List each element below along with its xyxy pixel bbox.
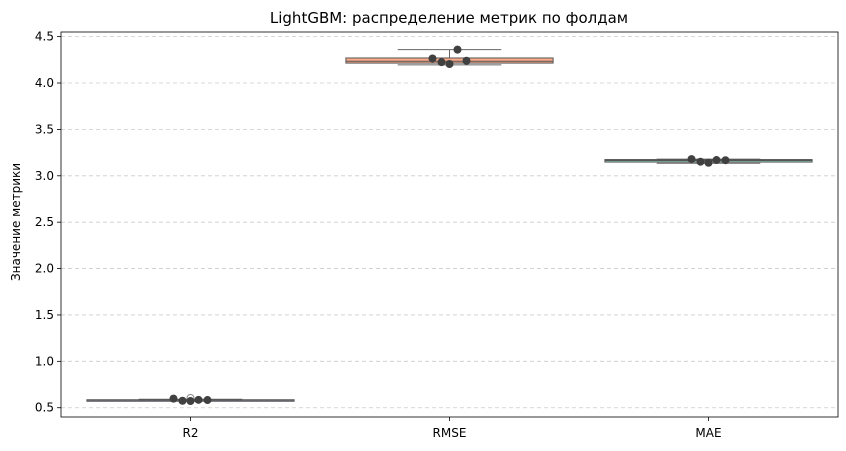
data-point bbox=[721, 156, 730, 165]
data-point bbox=[453, 45, 462, 54]
boxes-layer bbox=[86, 49, 813, 402]
y-tick-label: 1.5 bbox=[35, 308, 54, 322]
points-layer bbox=[169, 45, 730, 406]
data-point bbox=[169, 394, 178, 403]
y-tick-label: 3.0 bbox=[35, 169, 54, 183]
y-tick-label: 4.0 bbox=[35, 76, 54, 90]
x-tick-label: RMSE bbox=[433, 426, 467, 440]
y-tick-label: 1.0 bbox=[35, 354, 54, 368]
axes-layer: 0.5 1.0 1.5 2.0 2.5 3.0 3.5 4.0 4.5 R2 RMSE MAE bbox=[35, 30, 839, 440]
plot-frame bbox=[60, 31, 839, 418]
y-tick-label: 0.5 bbox=[35, 401, 54, 415]
data-point bbox=[203, 396, 212, 405]
data-point bbox=[445, 60, 454, 69]
data-point bbox=[178, 396, 187, 405]
data-point bbox=[687, 155, 696, 164]
y-tick-label: 2.5 bbox=[35, 215, 54, 229]
data-point bbox=[186, 397, 195, 406]
data-point bbox=[704, 158, 713, 167]
y-tick-label: 4.5 bbox=[35, 30, 54, 44]
y-axis-label: Значение метрики bbox=[9, 163, 23, 281]
data-point bbox=[462, 56, 471, 65]
data-point bbox=[194, 395, 203, 404]
data-point bbox=[696, 157, 705, 166]
x-tick-label: R2 bbox=[183, 426, 199, 440]
chart-title: LightGBM: распределение метрик по фолдам bbox=[270, 9, 628, 27]
y-tick-label: 2.0 bbox=[35, 262, 54, 276]
y-tick-label: 3.5 bbox=[35, 122, 54, 136]
data-point bbox=[437, 58, 446, 67]
data-point bbox=[428, 54, 437, 63]
data-point bbox=[712, 156, 721, 165]
grid-lines bbox=[61, 36, 838, 409]
x-tick-label: MAE bbox=[695, 426, 721, 440]
